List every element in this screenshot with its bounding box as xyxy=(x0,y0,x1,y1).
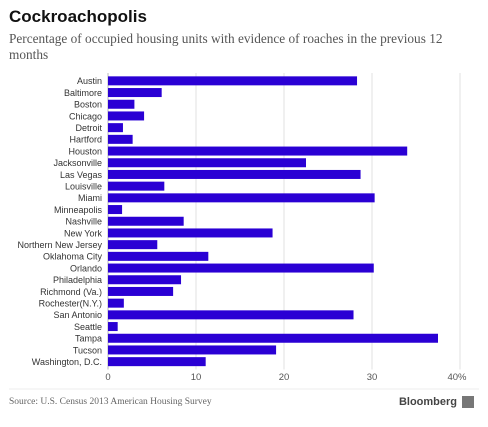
source-note: Source: U.S. Census 2013 American Housin… xyxy=(9,397,212,407)
bar xyxy=(108,88,162,98)
category-label: Minneapolis xyxy=(54,205,103,215)
x-tick-label: 30 xyxy=(367,372,378,383)
bar xyxy=(108,193,375,203)
bar xyxy=(108,333,438,343)
bar xyxy=(108,216,184,226)
bar xyxy=(108,99,135,109)
category-label: Nashville xyxy=(65,217,102,227)
category-label: Baltimore xyxy=(64,88,102,98)
category-label: Tucson xyxy=(73,345,102,355)
bar xyxy=(108,111,145,121)
category-label: New York xyxy=(64,228,103,238)
bar xyxy=(108,322,118,332)
x-tick-label: 20 xyxy=(279,372,290,383)
bar xyxy=(108,123,123,133)
bar xyxy=(108,228,273,238)
category-label: Seattle xyxy=(74,322,102,332)
bar xyxy=(108,146,408,156)
category-label: Louisville xyxy=(65,181,102,191)
bar xyxy=(108,357,206,367)
category-label: Boston xyxy=(74,100,102,110)
bar xyxy=(108,310,354,320)
category-label: Northern New Jersey xyxy=(17,240,102,250)
bar xyxy=(108,263,374,273)
bar xyxy=(108,286,174,296)
category-label: San Antonio xyxy=(53,310,102,320)
bar xyxy=(108,298,124,308)
category-label: Orlando xyxy=(70,263,102,273)
x-tick-label: 0 xyxy=(105,372,110,383)
bloomberg-logo-icon xyxy=(462,396,474,408)
bar xyxy=(108,76,358,86)
category-label: Hartford xyxy=(69,135,102,145)
category-label: Houston xyxy=(68,146,102,156)
chart-subtitle: Percentage of occupied housing units wit… xyxy=(9,31,443,62)
bar xyxy=(108,251,209,261)
category-label: Chicago xyxy=(69,111,102,121)
brand-name: Bloomberg xyxy=(398,396,457,408)
category-label: Miami xyxy=(78,193,102,203)
bar xyxy=(108,240,158,250)
category-label: Philadelphia xyxy=(53,275,102,285)
category-label: Rochester(N.Y.) xyxy=(39,298,102,308)
bar xyxy=(108,169,361,179)
category-label: Richmond (Va.) xyxy=(40,287,102,297)
bar xyxy=(108,181,165,191)
category-label: Jacksonville xyxy=(53,158,102,168)
category-label: Tampa xyxy=(75,334,102,344)
x-tick-label: 10 xyxy=(191,372,202,383)
bar xyxy=(108,275,182,285)
category-label: Oklahoma City xyxy=(43,252,103,262)
category-label: Austin xyxy=(77,76,102,86)
x-tick-label: 40% xyxy=(447,372,467,383)
category-label: Washington, D.C. xyxy=(32,357,102,367)
category-label: Detroit xyxy=(75,123,102,133)
category-label: Las Vegas xyxy=(60,170,103,180)
chart-title: Cockroachopolis xyxy=(9,7,147,26)
bar xyxy=(108,205,123,215)
bar xyxy=(108,345,277,355)
bar xyxy=(108,134,133,144)
bar xyxy=(108,158,306,168)
